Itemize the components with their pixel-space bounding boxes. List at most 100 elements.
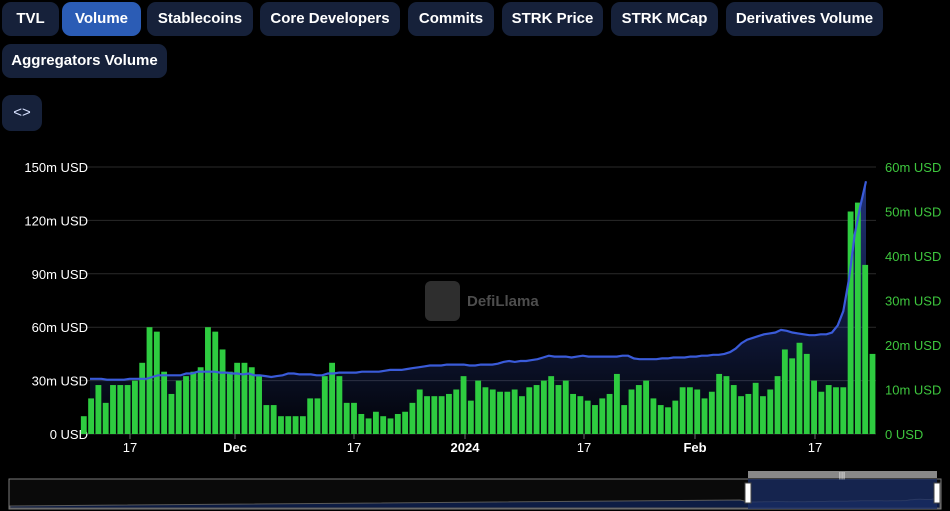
volume-bar [88,398,95,434]
tvl-line-group [90,180,868,381]
volume-bar [161,371,168,434]
volume-bar [606,393,613,434]
volume-bar [438,396,445,434]
volume-bar [124,385,131,434]
right-axis-tick-label: 0 USD [885,427,923,442]
volume-bar [497,391,503,434]
volume-bar [701,398,708,434]
volume-bar [628,389,635,434]
tab-strk-mcap[interactable]: STRK MCap [611,2,718,36]
volume-bar [803,353,810,434]
volume-bar [752,382,759,434]
tvl-line [90,180,868,381]
volume-bar [365,418,372,434]
volume-bar [460,376,467,434]
right-axis-tick-label: 10m USD [885,383,941,398]
volume-bar [738,396,744,434]
volume-bar [482,387,489,434]
volume-bar [358,413,365,434]
left-axis-tick-label: 150m USD [24,160,88,175]
volume-bar [102,402,109,434]
volume-bar [278,416,284,434]
volume-bar [329,362,336,434]
volume-bar [205,327,211,434]
code-embed-icon: <> [13,104,31,121]
volume-bar [212,331,219,434]
tab-strk-price[interactable]: STRK Price [502,2,603,36]
right-axis-tick-label: 20m USD [885,338,941,353]
navigator-grip-icon: ||| [839,471,845,480]
volume-bar [241,362,248,434]
x-axis-tick-label: 17 [577,440,591,455]
volume-bar [760,396,766,434]
volume-bar [263,405,270,434]
navigator-top-bar[interactable] [748,471,937,478]
volume-bar [526,387,533,434]
volume-bar [511,389,518,434]
volume-bar [555,385,562,434]
llama-logo-icon [425,281,460,321]
x-axis-tick-label: 17 [347,440,361,455]
volume-bar [862,264,869,434]
volume-bar [424,396,430,434]
tab-commits[interactable]: Commits [408,2,494,36]
volume-bar [197,367,204,434]
volume-bar [716,373,723,434]
volume-bar [818,391,825,434]
volume-bar [336,376,343,434]
tab-stablecoins[interactable]: Stablecoins [147,2,253,36]
volume-bar [687,387,693,434]
left-axis-ticks: 0 USD 30m USD 60m USD 90m USD 120m USD 150m U… [24,160,88,442]
volume-bar [307,398,314,434]
volume-bar [774,376,781,434]
right-axis-ticks: 0 USD 10m USD 20m USD 30m USD 40m USD 50m USD… [885,160,941,442]
range-navigator[interactable]: ||| [8,471,942,510]
volume-bar [453,389,460,434]
volume-bar [402,411,409,434]
volume-bar [489,389,496,434]
tab-derivatives-volume[interactable]: Derivatives Volume [726,2,883,36]
volume-bar [321,376,328,434]
volume-bar [95,385,102,434]
tab-aggregators-volume[interactable]: Aggregators Volume [2,44,167,78]
volume-bar [621,405,628,434]
volume-bar [825,385,832,434]
left-axis-tick-label: 30m USD [32,374,88,389]
navigator-left-handle[interactable] [744,482,752,504]
volume-bar [548,376,555,434]
volume-bar [767,389,774,434]
volume-bar [80,416,87,434]
volume-bar [380,416,387,434]
volume-bar [343,402,350,434]
embed-code-button[interactable]: <> [2,95,42,131]
navigator-selection[interactable] [748,479,937,509]
right-axis-tick-label: 40m USD [885,249,941,264]
watermark: DefiLlama [425,281,539,321]
volume-bar [190,371,197,434]
volume-bar [570,393,576,434]
volume-bar [270,405,277,434]
tab-tvl[interactable]: TVL [2,2,59,36]
volume-bar [351,402,357,434]
volume-bar [781,349,788,434]
left-axis-tick-label: 0 USD [50,427,88,442]
volume-bar [730,385,737,434]
volume-bar [504,391,511,434]
right-axis-tick-label: 30m USD [885,294,941,309]
tvl-area [90,181,866,434]
x-axis-ticks: 17 Dec 17 2024 17 Feb 17 [123,434,822,455]
volume-bar [132,380,138,434]
volume-bar [643,380,650,434]
volume-bar [168,393,175,434]
volume-bar [292,416,299,434]
volume-bar [840,387,847,434]
tab-core-developers[interactable]: Core Developers [260,2,400,36]
tab-volume[interactable]: Volume [62,2,141,36]
volume-bar [650,398,657,434]
navigator-right-handle[interactable] [933,482,941,504]
x-axis-tick-label: 17 [808,440,822,455]
volume-bar [854,202,861,434]
volume-bar [372,411,379,434]
volume-bar [146,327,153,434]
volume-bar [592,405,598,434]
